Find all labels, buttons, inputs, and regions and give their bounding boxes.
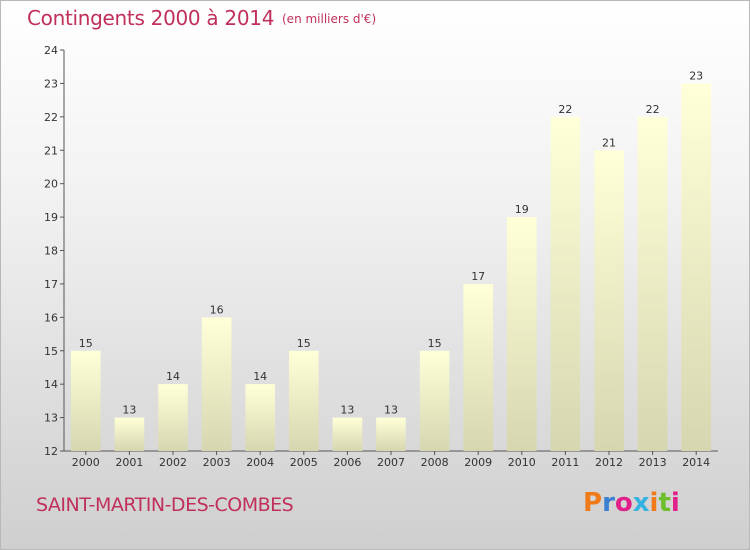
data-label: 14 — [253, 370, 267, 383]
y-tick-label: 19 — [44, 211, 58, 224]
x-tick-label: 2008 — [421, 456, 449, 469]
bar — [681, 83, 712, 452]
bar — [332, 417, 363, 451]
bar — [419, 350, 450, 451]
x-tick-label: 2014 — [682, 456, 710, 469]
data-label: 22 — [558, 103, 572, 116]
bar — [594, 150, 624, 451]
bar — [637, 116, 668, 451]
proxiti-logo: Proxiti — [583, 488, 680, 518]
y-tick-label: 12 — [44, 445, 58, 458]
x-tick-label: 2013 — [639, 456, 667, 469]
data-label: 13 — [340, 404, 354, 417]
x-tick-label: 2007 — [377, 456, 405, 469]
data-label: 22 — [646, 103, 660, 116]
data-label: 13 — [384, 404, 398, 417]
data-label: 16 — [210, 303, 224, 316]
y-tick-label: 18 — [44, 245, 58, 258]
x-tick-label: 2003 — [203, 456, 231, 469]
logo-letter: x — [632, 488, 650, 518]
data-label: 19 — [515, 203, 529, 216]
y-tick-label: 24 — [44, 44, 58, 57]
place-name: SAINT-MARTIN-DES-COMBES — [36, 494, 294, 516]
x-tick-label: 2005 — [290, 456, 318, 469]
logo-letter: r — [602, 488, 615, 518]
bar — [245, 384, 276, 451]
x-tick-label: 2012 — [595, 456, 623, 469]
x-tick-label: 2004 — [246, 456, 274, 469]
x-tick-label: 2006 — [333, 456, 361, 469]
data-label: 21 — [602, 136, 616, 149]
x-tick-label: 2009 — [464, 456, 492, 469]
x-tick-label: 2000 — [72, 456, 100, 469]
bar — [114, 417, 145, 451]
x-tick-label: 2011 — [551, 456, 579, 469]
data-label: 23 — [689, 69, 703, 82]
data-label: 17 — [471, 270, 485, 283]
y-tick-label: 17 — [44, 278, 58, 291]
data-label: 15 — [297, 337, 311, 350]
logo-letter: o — [614, 488, 633, 518]
y-tick-label: 21 — [44, 144, 58, 157]
x-tick-label: 2010 — [508, 456, 536, 469]
bar — [463, 283, 494, 451]
bar — [158, 384, 188, 451]
bar — [201, 317, 232, 451]
x-tick-label: 2001 — [115, 456, 143, 469]
y-tick-label: 13 — [44, 412, 58, 425]
y-tick-label: 15 — [44, 345, 58, 358]
chart-title: Contingents 2000 à 2014 — [27, 6, 275, 30]
bar — [70, 350, 101, 451]
y-tick-label: 23 — [44, 77, 58, 90]
x-tick-label: 2002 — [159, 456, 187, 469]
data-label: 15 — [428, 337, 442, 350]
data-label: 13 — [122, 404, 136, 417]
logo-letter: t — [658, 488, 671, 518]
bar — [506, 217, 537, 451]
chart-subtitle: (en milliers d'€) — [282, 12, 377, 26]
logo-letter: i — [670, 488, 680, 518]
bar — [376, 417, 406, 451]
y-tick-label: 16 — [44, 311, 58, 324]
y-tick-label: 20 — [44, 178, 58, 191]
data-label: 14 — [166, 370, 180, 383]
logo-letter: P — [583, 488, 603, 518]
logo-letter: i — [649, 488, 659, 518]
data-label: 15 — [79, 337, 93, 350]
y-tick-label: 14 — [44, 378, 58, 391]
bar — [288, 350, 319, 451]
bar — [550, 116, 581, 451]
y-tick-label: 22 — [44, 111, 58, 124]
